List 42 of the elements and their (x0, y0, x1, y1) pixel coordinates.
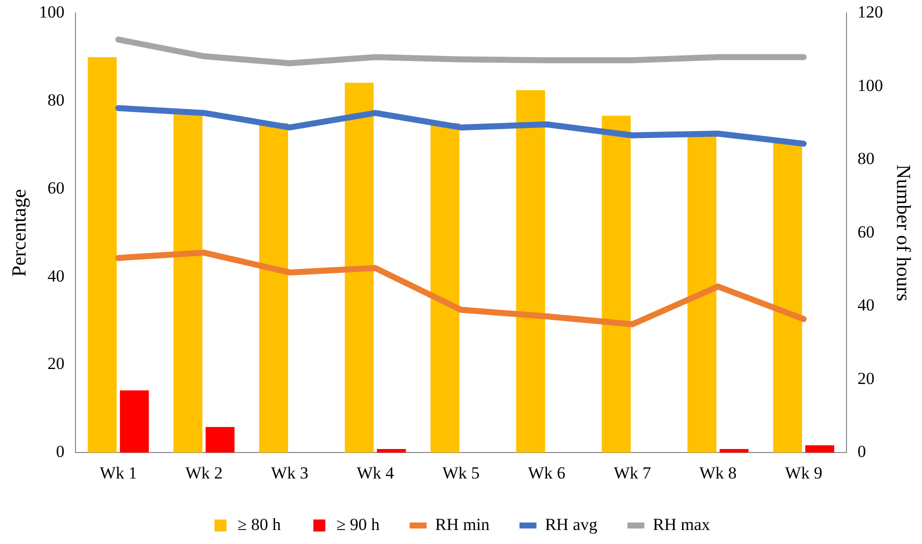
y-tick-label: 60 (48, 178, 64, 198)
bar (516, 90, 546, 453)
x-tick-label: Wk 8 (699, 463, 737, 482)
legend-label: ≥ 90 h (336, 514, 380, 534)
x-tick-label: Wk 1 (100, 463, 137, 482)
y2-tick-label: 20 (858, 368, 874, 388)
y2-tick-label: 60 (858, 222, 874, 242)
bar (430, 123, 460, 453)
bar (259, 123, 288, 453)
y2-axis-title: Number of hours (892, 164, 914, 302)
bar (173, 112, 202, 453)
bar (602, 116, 631, 453)
bar (376, 448, 406, 453)
y-tick-label: 100 (39, 2, 64, 22)
x-tick-label: Wk 4 (356, 463, 394, 482)
y-axis-title: Percentage (8, 188, 30, 277)
bar (88, 57, 117, 453)
x-tick-label: Wk 2 (185, 463, 223, 482)
legend-label: RH min (435, 514, 490, 534)
bar (120, 390, 149, 453)
x-tick-label: Wk 5 (442, 463, 480, 482)
bar (805, 445, 834, 453)
y2-tick-label: 80 (858, 149, 874, 168)
legend-label: ≥ 80 h (237, 514, 282, 534)
y-tick-label: 20 (48, 354, 64, 374)
legend-label: RH avg (544, 514, 598, 534)
y2-tick-label: 0 (858, 442, 866, 462)
bar (344, 82, 374, 453)
bar (206, 426, 235, 453)
x-tick-label: Wk 7 (614, 463, 652, 482)
x-tick-label: Wk 9 (785, 463, 822, 482)
x-tick-label: Wk 3 (271, 463, 308, 482)
y-tick-label: 80 (48, 90, 64, 110)
bar (720, 448, 749, 453)
y2-tick-label: 100 (858, 76, 883, 95)
y2-tick-label: 40 (858, 296, 874, 315)
y2-tick-label: 120 (858, 2, 883, 22)
bar (773, 141, 802, 453)
legend-label: RH max (652, 514, 711, 534)
y-tick-label: 0 (56, 442, 64, 462)
y-tick-label: 40 (48, 266, 64, 286)
x-tick-label: Wk 6 (528, 463, 566, 482)
